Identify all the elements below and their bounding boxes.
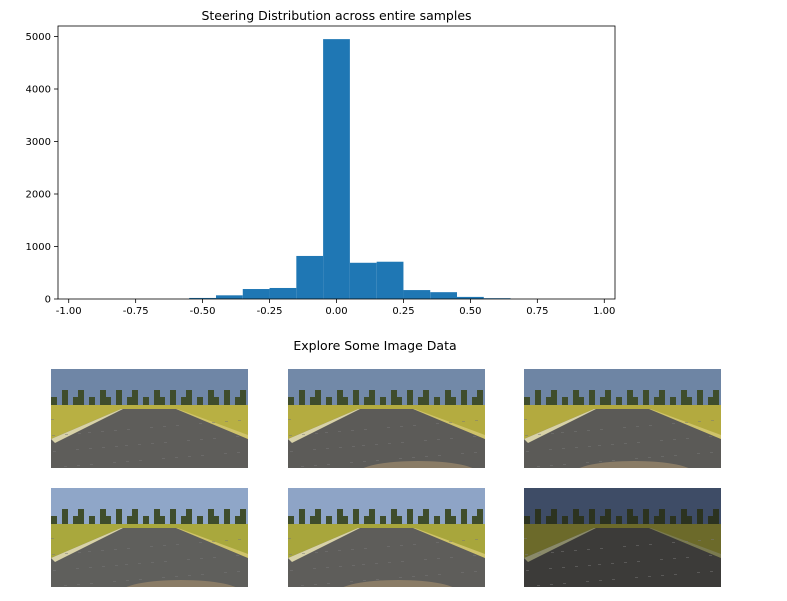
sample-image (524, 488, 721, 587)
histogram-bar (376, 261, 404, 299)
x-tick-label: -0.75 (123, 306, 149, 317)
sample-image (288, 488, 485, 587)
x-tick-label: 1.00 (593, 306, 615, 317)
histogram-bar (457, 296, 484, 299)
x-tick-label: -0.25 (257, 306, 283, 317)
sample-image (51, 369, 248, 468)
sample-image (524, 369, 721, 468)
steering-histogram: Steering Distribution across entire samp… (26, 8, 616, 317)
sample-image (288, 369, 485, 468)
histogram-bar (296, 255, 324, 299)
bars-group (189, 39, 511, 299)
y-axis: 0 1000 2000 3000 4000 5000 (26, 32, 58, 306)
histogram-bar (215, 295, 243, 299)
x-tick-label: -1.00 (56, 306, 82, 317)
x-axis: -1.00 -0.75 -0.50 -0.25 0.00 0.25 0.50 0.75 1.00 (56, 299, 615, 317)
y-tick-label: 0 (45, 295, 51, 306)
histogram-bar (242, 289, 270, 299)
y-tick-label: 1000 (26, 242, 51, 253)
x-tick-label: 0.75 (526, 306, 548, 317)
x-tick-label: -0.50 (190, 306, 216, 317)
x-tick-label: 0.00 (325, 306, 347, 317)
histogram-bar (430, 292, 458, 299)
y-tick-label: 5000 (26, 32, 51, 43)
histogram-bar (189, 297, 216, 299)
x-tick-label: 0.25 (392, 306, 414, 317)
histogram-bar (403, 290, 431, 299)
y-tick-label: 3000 (26, 137, 51, 148)
gallery-title: Explore Some Image Data (293, 338, 457, 353)
x-tick-label: 0.50 (459, 306, 481, 317)
chart-title: Steering Distribution across entire samp… (201, 8, 471, 23)
y-tick-label: 4000 (26, 85, 51, 96)
histogram-bar (349, 262, 377, 299)
histogram-bar (269, 287, 297, 299)
histogram-bar (323, 39, 350, 299)
y-tick-label: 2000 (26, 190, 51, 201)
sample-image (51, 488, 248, 587)
